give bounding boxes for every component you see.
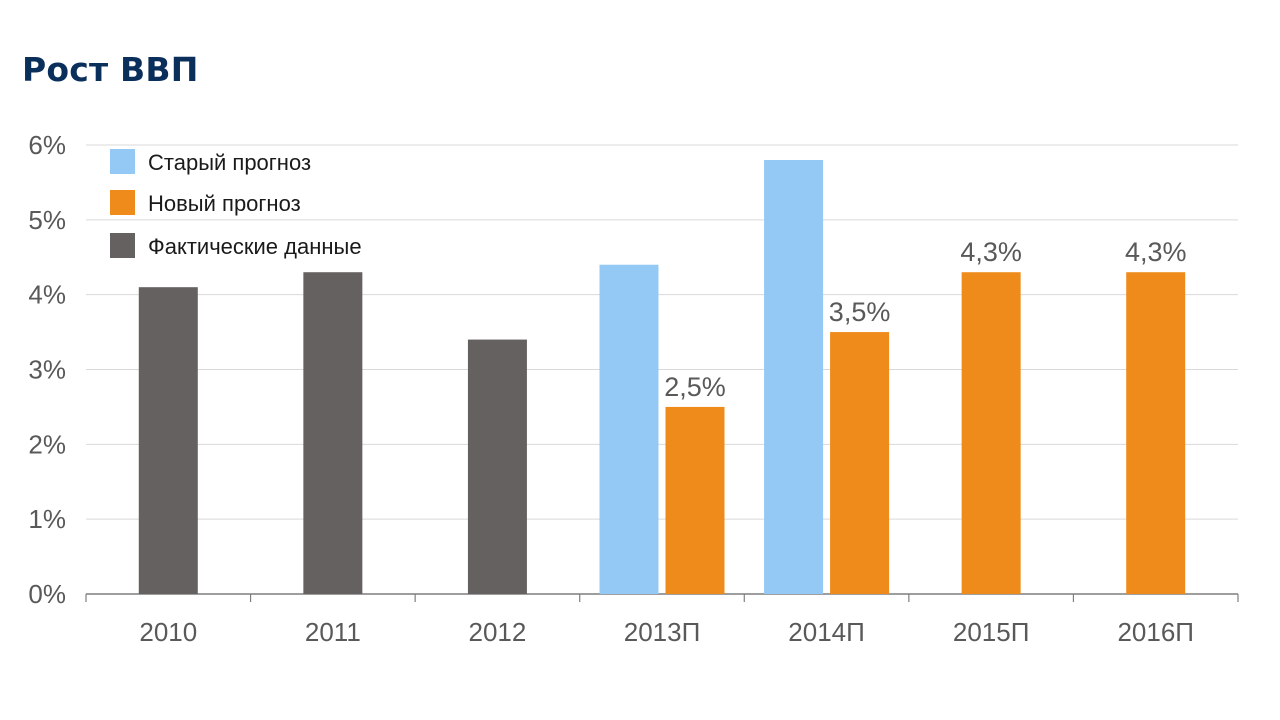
bar — [764, 159, 824, 594]
bar — [1126, 272, 1186, 594]
legend-swatch — [110, 190, 135, 215]
bar — [303, 272, 363, 594]
y-tick-label: 3% — [28, 355, 66, 385]
legend-label: Старый прогноз — [148, 150, 311, 175]
y-tick-label: 1% — [28, 504, 66, 534]
legend-swatch — [110, 233, 135, 258]
x-tick-label: 2012 — [469, 617, 527, 647]
bar — [830, 332, 890, 594]
x-tick-label: 2013П — [624, 617, 701, 647]
data-label: 4,3% — [1125, 237, 1187, 267]
x-tick-label: 2015П — [953, 617, 1030, 647]
data-label: 2,5% — [664, 372, 726, 402]
y-tick-label: 2% — [28, 429, 66, 459]
y-tick-label: 0% — [28, 579, 66, 609]
bar — [665, 406, 725, 594]
legend-swatch — [110, 149, 135, 174]
data-label: 3,5% — [829, 297, 891, 327]
y-tick-label: 5% — [28, 205, 66, 235]
bar — [138, 287, 198, 594]
legend-label: Новый прогноз — [148, 191, 301, 216]
x-tick-label: 2010 — [139, 617, 197, 647]
x-tick-label: 2016П — [1117, 617, 1194, 647]
x-tick-label: 2011 — [305, 617, 361, 647]
y-tick-label: 6% — [28, 130, 66, 160]
legend-label: Фактические данные — [148, 234, 362, 259]
x-tick-label: 2014П — [788, 617, 865, 647]
bar — [467, 339, 527, 594]
data-label: 4,3% — [960, 237, 1022, 267]
bar — [961, 272, 1021, 594]
y-tick-label: 4% — [28, 280, 66, 310]
chart-title: Рост ВВП — [22, 50, 199, 89]
bar — [599, 264, 659, 594]
